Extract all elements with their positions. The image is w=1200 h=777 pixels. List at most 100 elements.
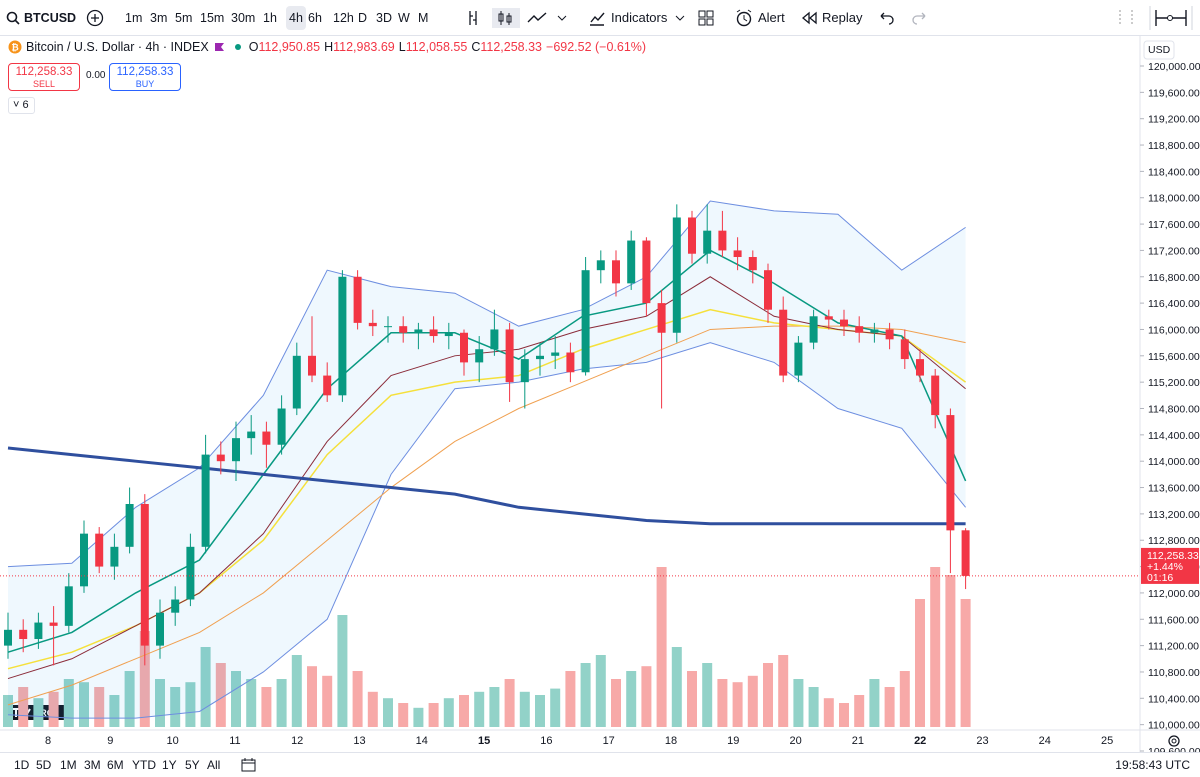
x-tick-label: 17 (603, 735, 615, 747)
volume-bar (18, 687, 29, 727)
volume-bar (109, 695, 120, 727)
sell-button[interactable]: 112,258.33 SELL (8, 63, 80, 91)
x-tick-label: 13 (353, 735, 365, 747)
interval-button[interactable]: 12h (333, 11, 354, 25)
interval-button[interactable]: 1m (125, 11, 143, 25)
candle-body (490, 329, 499, 350)
candle-body (946, 415, 955, 531)
candle-body (916, 359, 924, 376)
volume-bar (459, 695, 469, 727)
last-price-change: +1.44% (1147, 561, 1183, 573)
indicator-line (7, 276, 966, 680)
x-tick-label: 23 (976, 735, 988, 747)
volume-bar (231, 671, 241, 727)
candle-body (216, 454, 225, 462)
interval-button[interactable]: 30m (231, 11, 256, 25)
ohlc-value: 112,058.55 (405, 40, 468, 54)
volume-bar (550, 688, 561, 727)
bollinger-band (8, 201, 966, 719)
volume-bar (489, 687, 500, 727)
legend-title[interactable]: Bitcoin / U.S. Dollar · 4h · INDEX (26, 40, 209, 54)
ohlc-key: L (398, 40, 406, 54)
volume-bar (200, 647, 211, 727)
candle-body (201, 454, 210, 547)
candle-body (703, 230, 712, 254)
candle-body (536, 355, 544, 360)
volume-bar (33, 698, 44, 727)
y-tick-label: 117,200.00 (1148, 245, 1200, 257)
range-button[interactable]: 6M (107, 758, 124, 772)
y-tick-label: 111,200.00 (1148, 641, 1199, 653)
y-tick-label: 111,600.00 (1148, 614, 1199, 626)
interval-button[interactable]: 1h (263, 11, 277, 25)
svg-text:₿: ₿ (11, 43, 18, 53)
interval-button[interactable]: W (398, 11, 410, 25)
settings-icon[interactable] (1168, 735, 1180, 747)
volume-bar (687, 671, 697, 727)
candle-body (855, 326, 864, 333)
candle-body (125, 504, 134, 547)
candle-body (64, 586, 73, 626)
candle-body (688, 217, 696, 254)
spread: 0.00 (86, 70, 106, 81)
candle-body (232, 438, 240, 462)
candle-body (247, 431, 256, 439)
range-button[interactable]: All (207, 758, 221, 772)
chart-tools[interactable] (466, 8, 586, 28)
range-button[interactable]: 3M (84, 758, 101, 772)
indicators-button[interactable]: Indicators (611, 10, 668, 25)
candle-body (612, 260, 620, 284)
candle-body (718, 230, 727, 251)
y-tick-label: 113,600.00 (1148, 483, 1200, 495)
symbol[interactable]: BTCUSD (24, 11, 77, 25)
range-button[interactable]: 1D (14, 758, 30, 772)
volume-bar (185, 682, 196, 727)
candle-body (80, 533, 88, 587)
interval-button[interactable]: 5m (175, 11, 193, 25)
alert-button[interactable]: Alert (758, 10, 785, 25)
indicators-icon[interactable] (588, 9, 606, 27)
currency: USD (1148, 44, 1171, 56)
ohlc-item: H112,983.69 (324, 40, 395, 54)
candle-body (809, 316, 818, 343)
volume-bar (428, 703, 439, 727)
ohlc-key: O (248, 40, 259, 54)
range-button[interactable]: YTD (132, 758, 156, 772)
candle-body (95, 533, 104, 567)
alert-icon[interactable] (734, 8, 754, 28)
candle-body (444, 332, 453, 337)
range-button[interactable]: 1M (60, 758, 77, 772)
add-symbol[interactable] (86, 9, 104, 27)
y-tick-label: 120,000.00 (1148, 61, 1200, 73)
interval-button[interactable]: 3D (376, 11, 392, 25)
range-button[interactable]: 1Y (162, 758, 177, 772)
interval-button[interactable]: 15m (200, 11, 225, 25)
calendar-icon[interactable] (240, 757, 258, 773)
legend: ₿ Bitcoin / U.S. Dollar · 4h · INDEX O 11… (8, 40, 646, 54)
sell-label: SELL (32, 79, 56, 89)
candle-body (627, 240, 636, 284)
drawing-toolbar[interactable] (1114, 6, 1194, 30)
interval-button[interactable]: 6h (308, 11, 322, 25)
y-tick-label: 118,800.00 (1148, 140, 1200, 152)
candle-body (308, 355, 316, 376)
buy-button[interactable]: 112,258.33 BUY (109, 63, 181, 91)
search-icon[interactable] (6, 11, 20, 25)
interval-button[interactable]: M (418, 11, 429, 25)
range-button[interactable]: 5D (36, 758, 52, 772)
range-button[interactable]: 5Y (185, 758, 200, 772)
interval-button[interactable]: 4h (286, 6, 306, 30)
replay-icon[interactable] (801, 11, 819, 25)
interval-button[interactable]: 3m (150, 11, 168, 25)
chart: USD PRO 120,000.00 119,600.00 119,200.00 11… (0, 36, 1200, 752)
layout-icon[interactable] (672, 8, 722, 28)
indicator-line (7, 249, 967, 653)
undo-redo[interactable] (878, 10, 928, 26)
currency-box[interactable] (1143, 40, 1175, 60)
replay-button[interactable]: Replay (822, 10, 863, 25)
volume-bar (398, 703, 409, 727)
interval-button[interactable]: D (358, 11, 368, 25)
x-tick-label: 14 (416, 735, 428, 747)
indicator-toggle[interactable]: ˅ 6 (8, 97, 35, 114)
candle-body (49, 622, 58, 626)
